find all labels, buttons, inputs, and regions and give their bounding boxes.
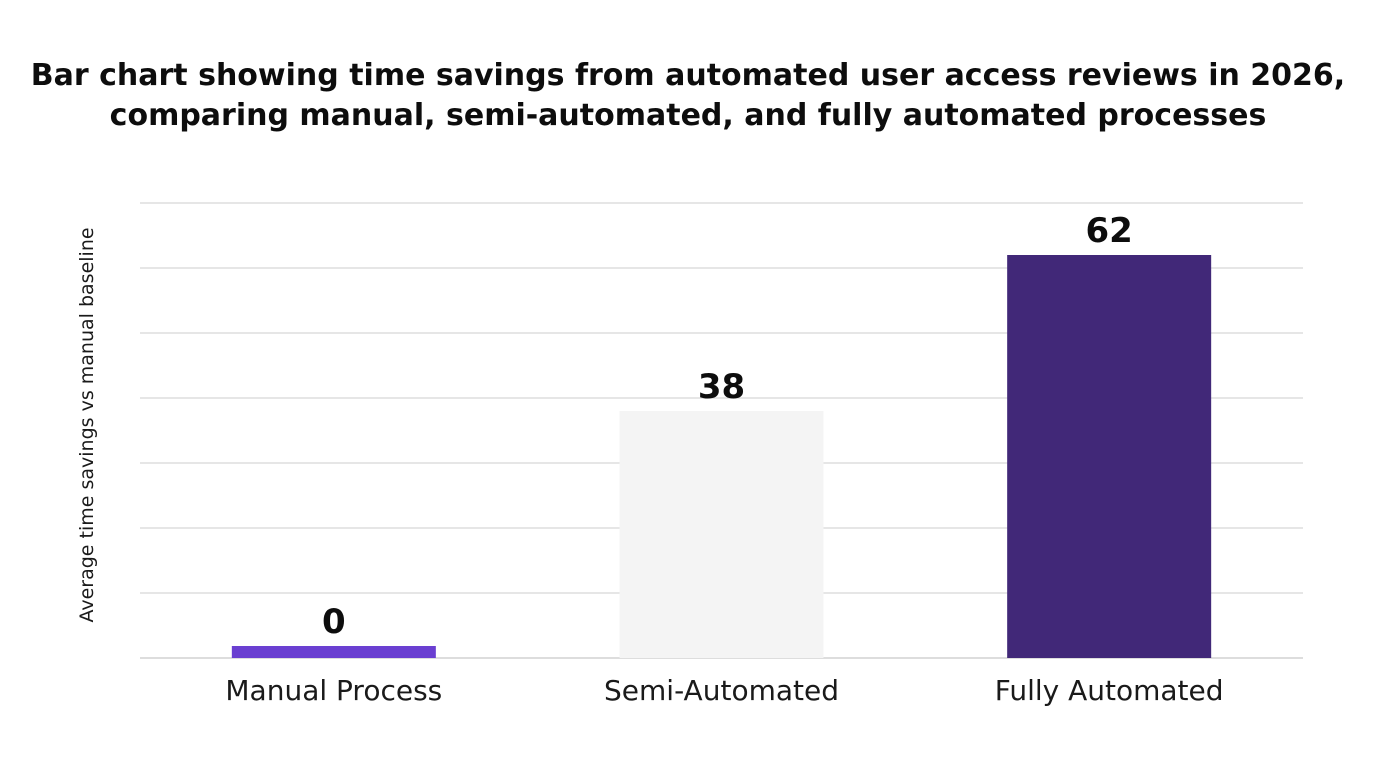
data-label: 38 — [698, 367, 745, 407]
data-label: 62 — [1086, 211, 1133, 251]
data-labels: 0 38 62 — [322, 211, 1133, 642]
chart-title-line-2: comparing manual, semi-automated, and fu… — [109, 98, 1267, 133]
x-tick-label: Manual Process — [225, 674, 442, 707]
bar-manual-process — [231, 646, 436, 658]
x-tick-label: Fully Automated — [995, 674, 1224, 707]
data-label: 0 — [322, 602, 346, 642]
chart-title-line-1: Bar chart showing time savings from auto… — [30, 58, 1346, 93]
bars — [231, 255, 1212, 658]
y-axis-label: Average time savings vs manual baseline — [76, 227, 98, 622]
bar-semi-automated — [619, 411, 824, 658]
x-tick-label: Semi-Automated — [604, 674, 839, 707]
chart-title: Bar chart showing time savings from auto… — [0, 56, 1376, 136]
bar-fully-automated — [1007, 255, 1212, 658]
x-tick-labels: Manual Process Semi-Automated Fully Automa… — [225, 674, 1223, 707]
